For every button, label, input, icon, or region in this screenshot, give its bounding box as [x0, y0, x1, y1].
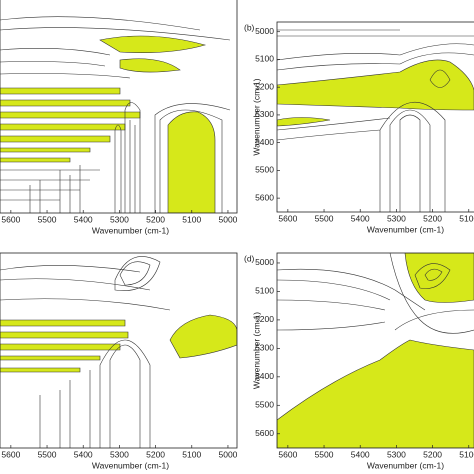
x-tick-label: 5300	[110, 449, 129, 459]
x-tick-label: 5300	[387, 449, 406, 459]
panel-label: (b)	[244, 22, 255, 32]
x-tick-label: 5200	[423, 213, 442, 223]
y-tick-label: 5100	[255, 286, 274, 296]
x-axis-label: Wavenumber (cm-1)	[92, 225, 169, 235]
y-tick-label: 5200	[255, 314, 274, 324]
x-axis-label: Wavenumber (cm-1)	[92, 460, 169, 470]
y-tick-label: 5300	[255, 343, 274, 353]
y-tick-label: 5400	[255, 371, 274, 381]
x-tick-label: 5100	[182, 449, 201, 459]
y-axis-label: Wavenumber (cm-1)	[251, 78, 261, 155]
x-tick-label: 5400	[351, 213, 370, 223]
plot-frame	[276, 252, 474, 449]
x-tick-label: 5500	[315, 449, 334, 459]
y-tick-label: 5500	[255, 165, 274, 175]
plot-frame	[0, 0, 238, 214]
x-tick-label: 5600	[278, 449, 297, 459]
x-tick-label: 5400	[351, 449, 370, 459]
y-axis-label: Wavenumber (cm-1)	[251, 312, 261, 389]
x-tick-label: 5100	[182, 214, 201, 224]
x-tick-label: 5200	[146, 214, 165, 224]
contour-d	[277, 253, 474, 448]
y-tick-label: 5300	[255, 109, 274, 119]
x-tick-label: 5100	[459, 213, 474, 223]
x-tick-label: 5400	[74, 449, 93, 459]
contour-c	[0, 256, 237, 448]
x-tick-label: 5600	[278, 213, 297, 223]
panel-label: (d)	[244, 253, 255, 263]
x-tick-label: 5600	[1, 449, 20, 459]
x-axis-label: Wavenumber (cm-1)	[367, 460, 444, 470]
x-tick-label: 5300	[387, 213, 406, 223]
y-tick-label: 5000	[255, 257, 274, 267]
contour-a	[0, 16, 231, 213]
x-tick-label: 5000	[218, 449, 237, 459]
y-tick-label: 5500	[255, 400, 274, 410]
x-tick-label: 5500	[38, 214, 57, 224]
y-tick-label: 5000	[255, 26, 274, 36]
x-tick-label: 5300	[110, 214, 129, 224]
y-tick-label: 5600	[255, 428, 274, 438]
y-tick-label: 5400	[255, 137, 274, 147]
y-tick-label: 5200	[255, 81, 274, 91]
x-tick-label: 5500	[38, 449, 57, 459]
plot-frame	[276, 21, 474, 213]
plot-frame	[0, 252, 238, 449]
x-tick-label: 5000	[218, 214, 237, 224]
y-tick-label: 5600	[255, 192, 274, 202]
y-tick-label: 5100	[255, 54, 274, 64]
x-tick-label: 5600	[1, 214, 20, 224]
x-tick-label: 5500	[315, 213, 334, 223]
x-tick-label: 5200	[423, 449, 442, 459]
contour-b	[277, 29, 474, 212]
x-axis-label: Wavenumber (cm-1)	[367, 224, 444, 234]
x-tick-label: 5200	[146, 449, 165, 459]
x-tick-label: 5100	[459, 449, 474, 459]
x-tick-label: 5400	[74, 214, 93, 224]
